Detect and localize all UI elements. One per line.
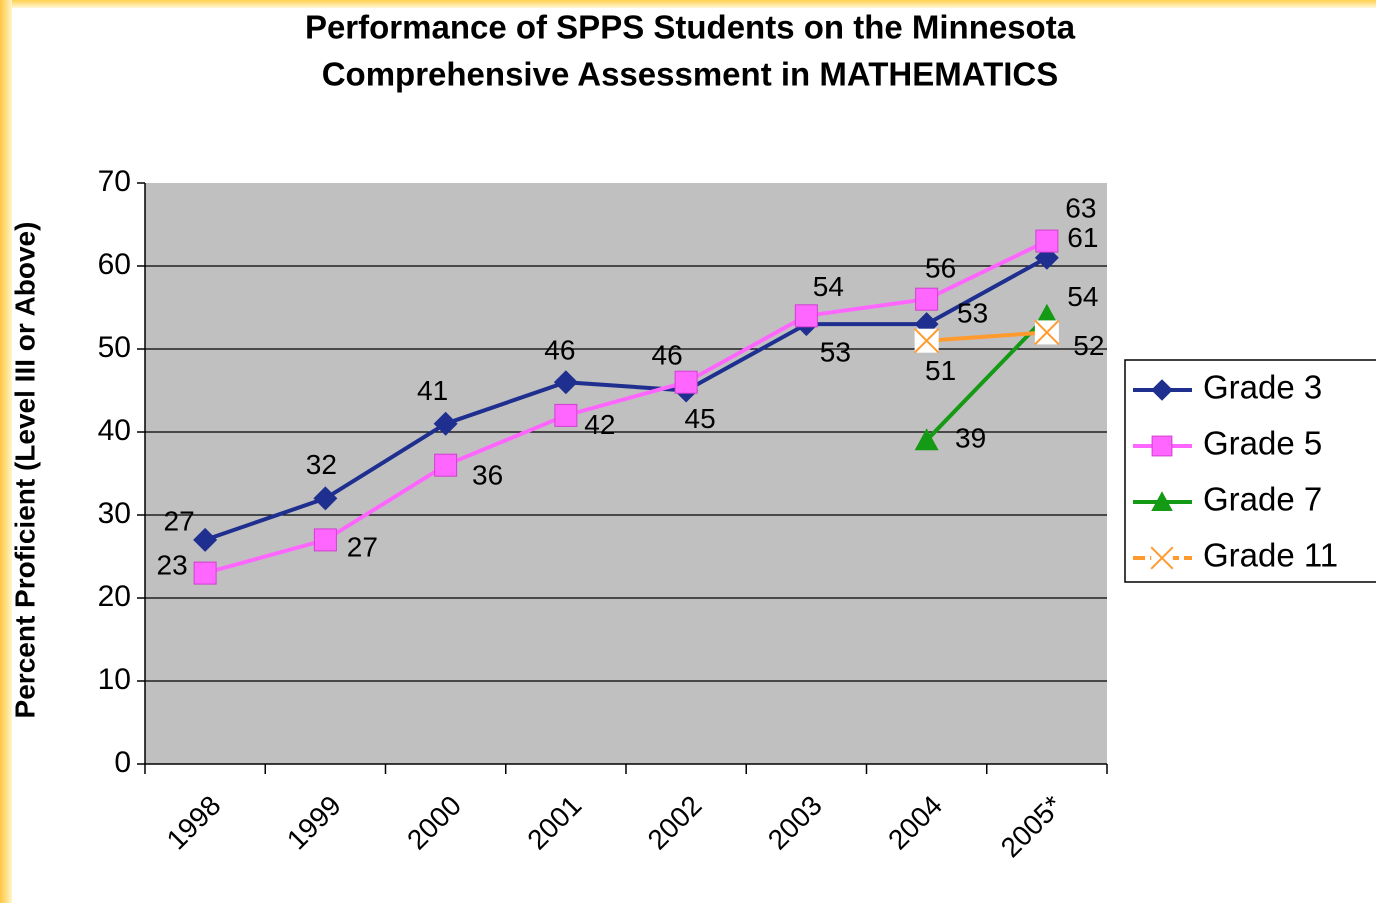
marker <box>553 370 578 395</box>
marker-part <box>1034 319 1060 346</box>
data-label: 32 <box>306 449 337 480</box>
data-label: 63 <box>1065 192 1096 223</box>
series-line <box>204 239 1048 576</box>
legend-label: Grade 11 <box>1203 537 1338 574</box>
series-line <box>925 314 1049 442</box>
legend-label: Grade 5 <box>1203 425 1322 462</box>
marker <box>193 527 218 552</box>
legend-label: Grade 7 <box>1203 481 1322 518</box>
marker <box>794 304 818 328</box>
legend-marker <box>1150 546 1174 570</box>
series-line <box>204 255 1048 542</box>
marker <box>434 453 458 477</box>
marker <box>1034 303 1059 326</box>
y-tick-label: 30 <box>98 497 131 530</box>
x-tick-label: 2000 <box>401 790 467 856</box>
y-tick-label: 70 <box>98 165 131 198</box>
data-label: 45 <box>685 403 716 434</box>
plot-area <box>145 183 1107 764</box>
y-tick-label: 60 <box>98 248 131 281</box>
data-label: 51 <box>925 355 956 386</box>
x-tick-label: 2004 <box>882 790 948 856</box>
x-tick-label: 2003 <box>762 790 828 856</box>
legend-marker <box>1151 491 1173 511</box>
chart-title: Performance of SPPS Students on the Minn… <box>305 9 1076 46</box>
data-label: 54 <box>813 271 844 302</box>
x-tick-label: 2002 <box>642 790 708 856</box>
data-label: 27 <box>164 505 195 536</box>
legend-marker <box>1151 435 1173 457</box>
data-label: 46 <box>544 335 575 366</box>
marker <box>1035 229 1059 253</box>
x-tick-label: 1998 <box>161 790 227 856</box>
legend-label: Grade 3 <box>1203 369 1322 406</box>
y-tick-label: 0 <box>114 746 131 779</box>
data-label: 56 <box>925 253 956 284</box>
y-tick-label: 40 <box>98 414 131 447</box>
y-axis-label: Percent Proficient (Level III or Above) <box>9 222 40 719</box>
marker <box>313 528 337 552</box>
data-label: 42 <box>584 409 615 440</box>
marker <box>1034 245 1059 270</box>
chart-title: Comprehensive Assessment in MATHEMATICS <box>322 56 1059 93</box>
data-label: 52 <box>1073 330 1104 361</box>
data-label: 23 <box>157 549 188 580</box>
data-label: 53 <box>957 297 988 328</box>
series-line <box>926 330 1048 343</box>
legend-marker <box>1151 379 1173 401</box>
marker <box>554 403 578 427</box>
left-border <box>0 0 12 903</box>
data-label: 41 <box>417 375 448 406</box>
data-label: 36 <box>472 460 503 491</box>
x-tick-label: 2001 <box>521 790 587 856</box>
marker <box>313 486 338 511</box>
y-tick-label: 20 <box>98 580 131 613</box>
data-label: 54 <box>1067 281 1098 312</box>
y-tick-label: 10 <box>98 663 131 696</box>
top-border <box>0 0 1376 8</box>
marker-part <box>913 327 940 354</box>
marker <box>914 428 939 451</box>
data-label: 27 <box>347 531 378 562</box>
marker <box>915 287 939 311</box>
marker <box>674 370 698 394</box>
marker-part <box>1150 546 1174 570</box>
x-tick-label: 2005* <box>995 789 1069 863</box>
data-label: 39 <box>955 423 986 454</box>
legend-box <box>1124 359 1376 583</box>
data-label: 61 <box>1067 222 1098 253</box>
marker <box>433 411 458 436</box>
marker <box>913 327 940 354</box>
data-label: 46 <box>652 340 683 371</box>
y-tick-label: 50 <box>98 331 131 364</box>
marker <box>193 561 217 585</box>
data-label: 53 <box>820 336 851 367</box>
x-tick-label: 1999 <box>281 790 347 856</box>
marker <box>1034 319 1060 346</box>
